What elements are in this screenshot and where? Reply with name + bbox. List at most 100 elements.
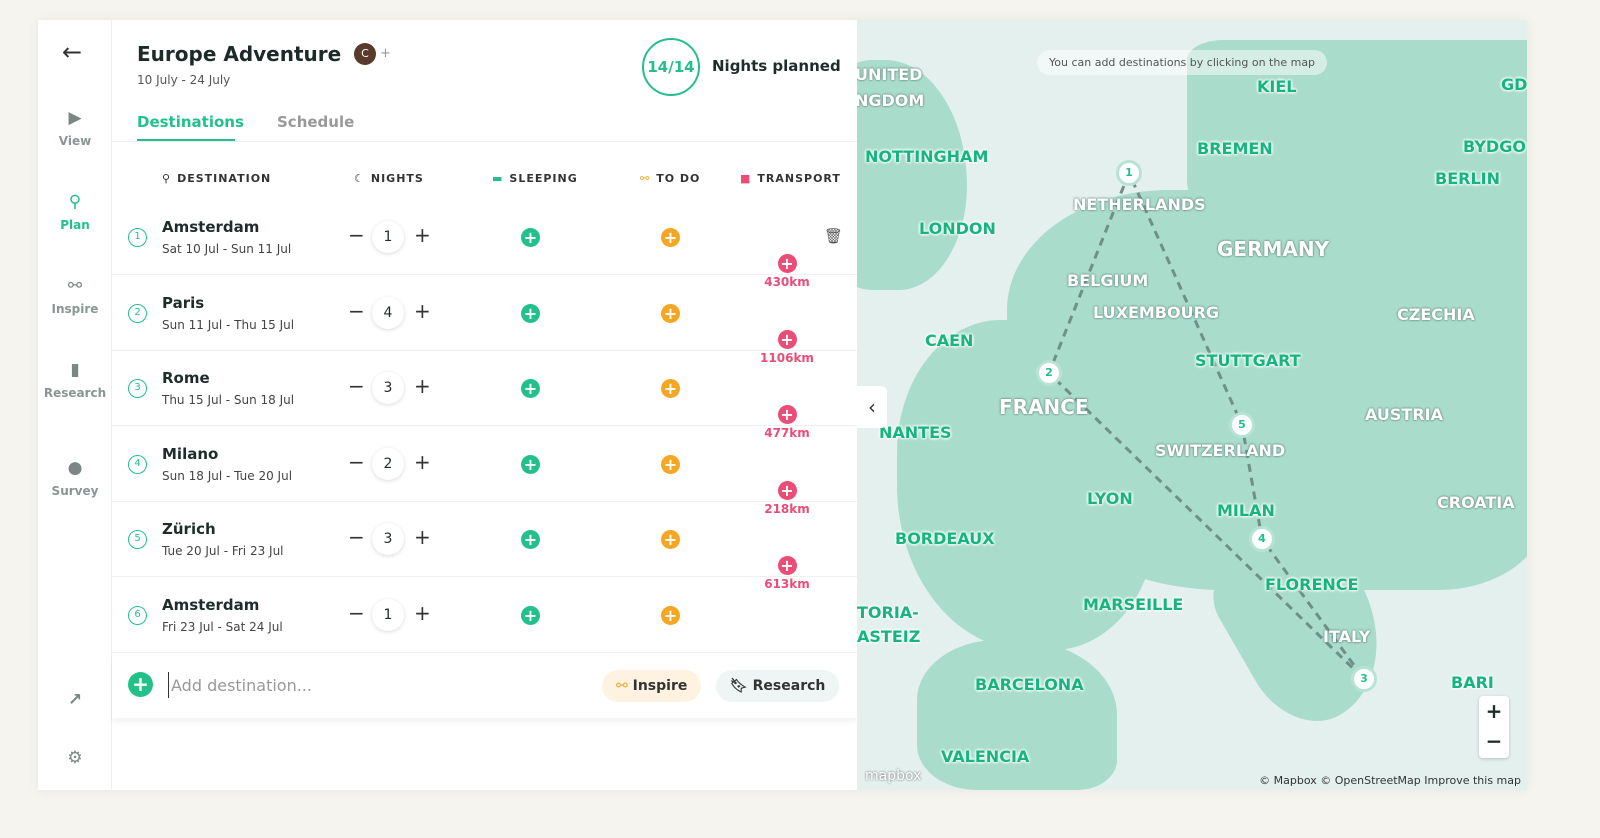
destination-name[interactable]: Rome <box>162 369 210 387</box>
sidebar-item-survey[interactable]: ● Survey <box>38 458 112 498</box>
map-country-label: CROATIA <box>1437 493 1515 512</box>
suitcase-icon: ■ <box>740 172 752 185</box>
increase-nights-button[interactable]: + <box>414 600 431 625</box>
stop-number: 3 <box>128 379 147 398</box>
transport-leg[interactable]: +218km <box>752 480 822 516</box>
destination-name[interactable]: Amsterdam <box>162 218 260 236</box>
column-label: DESTINATION <box>177 172 272 185</box>
transport-leg[interactable]: +1106km <box>752 329 822 365</box>
trash-icon[interactable]: 🗑︎ <box>824 227 844 245</box>
destination-row: 2 Paris Sun 11 Jul - Thu 15 Jul − 4 + + … <box>112 276 857 351</box>
sidebar-item-research[interactable]: ▮ Research <box>38 360 112 400</box>
destination-dates: Fri 23 Jul - Sat 24 Jul <box>162 619 283 634</box>
map-attribution[interactable]: © Mapbox © OpenStreetMap Improve this ma… <box>1259 774 1521 787</box>
destination-name[interactable]: Zürich <box>162 520 216 538</box>
increase-nights-button[interactable]: + <box>414 223 431 247</box>
stop-number: 2 <box>128 303 147 323</box>
destination-name[interactable]: Milano <box>162 444 219 463</box>
add-todo-button[interactable]: + <box>661 454 680 474</box>
nights-planned-label: Nights planned <box>712 57 841 75</box>
research-button[interactable]: 🔖︎ Research <box>716 670 840 702</box>
back-arrow-icon[interactable]: ← <box>62 38 83 66</box>
binoculars-icon: ⚯ <box>616 678 633 694</box>
add-sleeping-button[interactable]: + <box>521 379 540 398</box>
play-circle-icon: ▶ <box>68 108 82 128</box>
map-city-label: NANTES <box>879 423 952 442</box>
sidebar-item-label: Inspire <box>51 302 99 316</box>
increase-nights-button[interactable]: + <box>414 525 431 549</box>
map-country-label: AUSTRIA <box>1365 405 1443 424</box>
add-todo-button[interactable]: + <box>661 379 680 398</box>
transport-leg[interactable]: +430km <box>752 254 822 289</box>
transport-leg[interactable]: +477km <box>752 405 822 440</box>
add-collaborator-icon[interactable]: + <box>380 46 391 61</box>
destination-row: 5 Zürich Tue 20 Jul - Fri 23 Jul − 3 + +… <box>112 502 857 577</box>
add-sleeping-button[interactable]: + <box>521 303 540 323</box>
zoom-in-button[interactable]: + <box>1485 699 1503 723</box>
map-pin-icon: ⚲ <box>162 172 172 185</box>
increase-nights-button[interactable]: + <box>414 298 431 323</box>
tab-schedule[interactable]: Schedule <box>277 113 355 131</box>
decrease-nights-button[interactable]: − <box>348 223 365 247</box>
gear-icon: ⚙ <box>67 748 83 768</box>
map[interactable]: UNITED NGDOM GERMANY BELGIUM LUXEMBOURG FRANC… <box>857 20 1527 790</box>
map-country-label: ITALY <box>1323 627 1371 646</box>
map-city-label: BARI <box>1451 673 1494 692</box>
add-todo-button[interactable]: + <box>661 605 680 625</box>
sidebar-item-plan[interactable]: ⚲ Plan <box>38 192 112 232</box>
destination-row: 6 Amsterdam Fri 23 Jul - Sat 24 Jul − 1 … <box>112 578 857 653</box>
collapse-map-button[interactable]: ‹ <box>857 386 887 428</box>
destination-dates: Tue 20 Jul - Fri 23 Jul <box>162 544 284 558</box>
add-sleeping-button[interactable]: + <box>521 228 540 247</box>
distance-label: 218km <box>764 501 810 516</box>
map-marker[interactable]: 3 <box>1351 666 1377 692</box>
map-country-label: BELGIUM <box>1067 271 1149 290</box>
sidebar-item-inspire[interactable]: ⚯ Inspire <box>38 276 112 316</box>
avatar[interactable]: C <box>354 43 376 65</box>
destination-name[interactable]: Paris <box>162 293 205 312</box>
settings-button[interactable]: ⚙ <box>38 748 112 774</box>
stop-number: 4 <box>128 454 147 474</box>
decrease-nights-button[interactable]: − <box>348 449 365 474</box>
trip-title: Europe Adventure <box>137 42 342 66</box>
transport-leg[interactable]: +613km <box>752 556 822 591</box>
inspire-button[interactable]: ⚯ Inspire <box>602 670 702 702</box>
decrease-nights-button[interactable]: − <box>348 600 365 625</box>
map-marker[interactable]: 1 <box>1116 160 1142 186</box>
add-todo-button[interactable]: + <box>661 303 680 323</box>
active-tab-indicator <box>137 139 235 141</box>
distance-label: 430km <box>764 275 810 289</box>
map-marker[interactable]: 4 <box>1249 526 1275 552</box>
increase-nights-button[interactable]: + <box>414 449 431 474</box>
map-city-label: BERLIN <box>1435 169 1500 188</box>
destination-dates: Sat 10 Jul - Sun 11 Jul <box>162 242 292 256</box>
map-marker[interactable]: 2 <box>1036 360 1062 386</box>
destination-row: 4 Milano Sun 18 Jul - Tue 20 Jul − 2 + +… <box>112 427 857 502</box>
binoculars-icon: ⚯ <box>67 276 83 296</box>
add-sleeping-button[interactable]: + <box>521 605 540 625</box>
distance-label: 1106km <box>760 350 814 365</box>
add-transport-icon: + <box>777 405 797 424</box>
add-destination-button[interactable]: + <box>128 672 153 697</box>
map-city-label: BORDEAUX <box>895 529 995 548</box>
add-todo-button[interactable]: + <box>661 228 680 247</box>
share-button[interactable]: ↗ <box>38 690 112 716</box>
nights-progress-ring: 14/14 <box>642 38 700 96</box>
add-destination-input[interactable] <box>168 672 528 698</box>
increase-nights-button[interactable]: + <box>414 374 431 398</box>
tab-destinations[interactable]: Destinations <box>137 113 244 131</box>
zoom-out-button[interactable]: − <box>1485 729 1503 753</box>
map-marker[interactable]: 5 <box>1229 412 1255 438</box>
add-todo-button[interactable]: + <box>661 530 680 549</box>
destination-dates: Sun 11 Jul - Thu 15 Jul <box>162 317 295 332</box>
decrease-nights-button[interactable]: − <box>348 298 365 323</box>
planner-panel: Europe Adventure C + 10 July - 24 July 1… <box>112 20 857 790</box>
decrease-nights-button[interactable]: − <box>348 374 365 398</box>
decrease-nights-button[interactable]: − <box>348 525 365 549</box>
add-sleeping-button[interactable]: + <box>521 530 540 549</box>
binoculars-icon: ⚯ <box>640 172 651 185</box>
add-sleeping-button[interactable]: + <box>521 454 540 474</box>
add-transport-icon: + <box>777 556 797 575</box>
sidebar-item-view[interactable]: ▶ View <box>38 108 112 148</box>
destination-name[interactable]: Amsterdam <box>162 595 260 614</box>
